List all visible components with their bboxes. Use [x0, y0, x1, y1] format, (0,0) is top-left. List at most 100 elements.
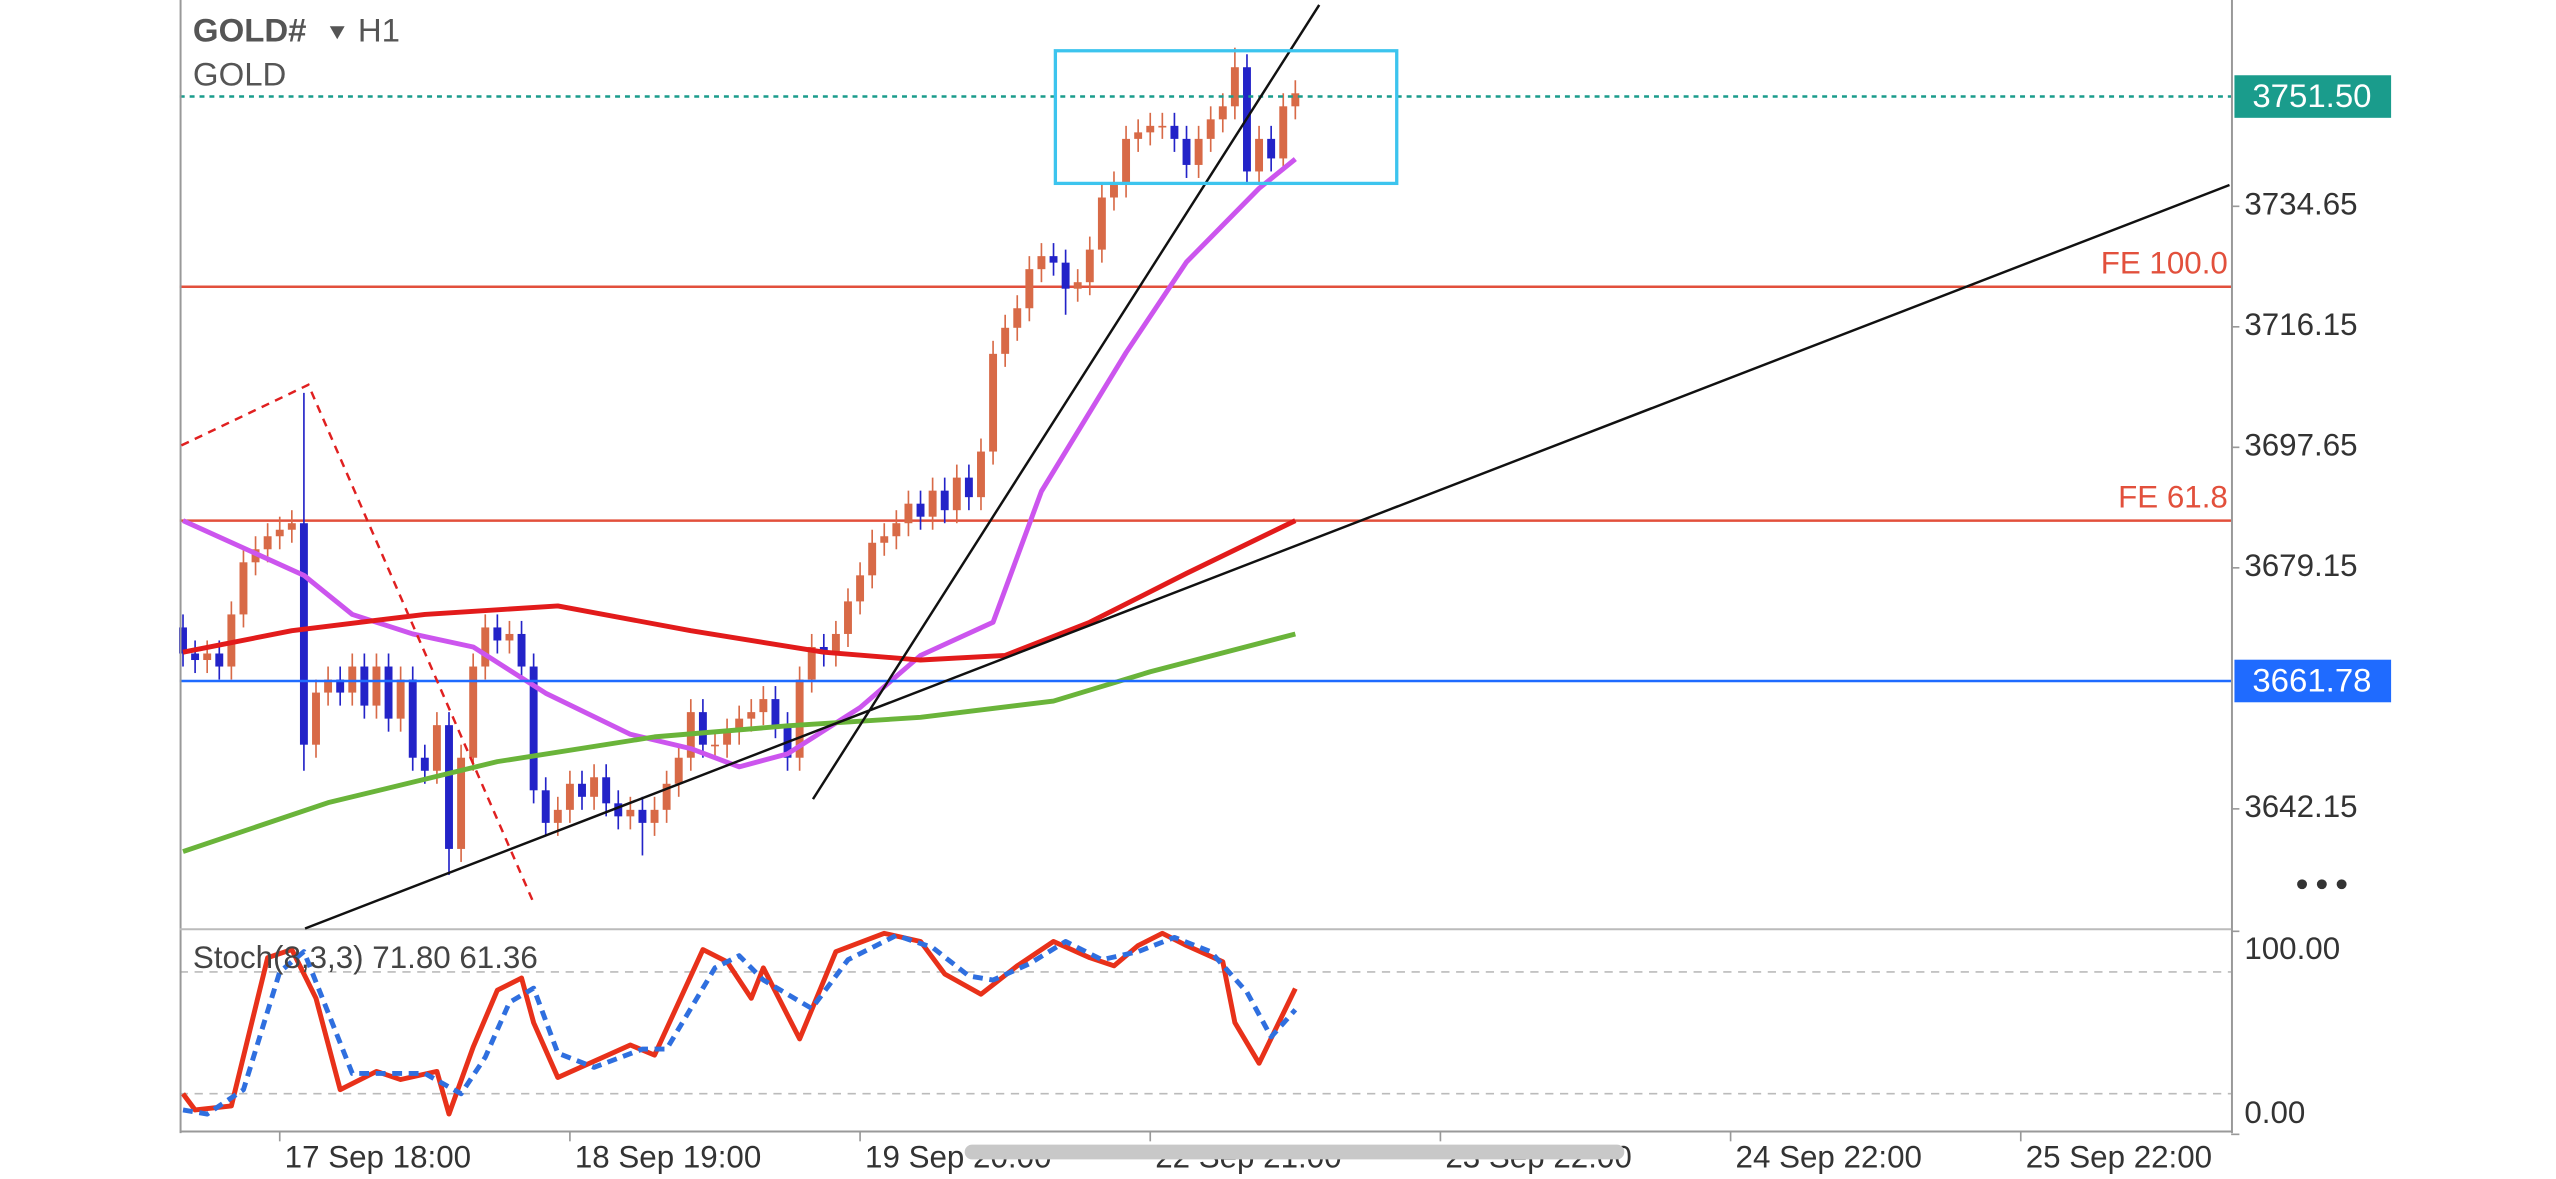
candle-body [1049, 256, 1058, 263]
candle-body [602, 777, 611, 804]
candle-body [1146, 125, 1155, 133]
candle-body [662, 783, 671, 810]
candle-body [565, 783, 574, 810]
candle-body [517, 633, 526, 667]
candle-body [904, 503, 913, 524]
candle-body [650, 809, 659, 823]
candle-body [940, 490, 949, 511]
candle-body [275, 529, 284, 537]
candle-body [1218, 106, 1227, 120]
candle-body [396, 679, 405, 719]
candle-body [541, 790, 550, 823]
candle-body [578, 783, 586, 797]
candle-body [324, 679, 333, 693]
candle-body [856, 575, 865, 602]
candle-body [723, 731, 732, 745]
candle-body [964, 477, 973, 498]
candle-body [771, 699, 780, 726]
candle-body [215, 653, 224, 667]
candle-body [287, 523, 296, 530]
candle-body [1013, 308, 1022, 328]
candle-body [711, 744, 719, 747]
candle-body [1267, 138, 1276, 159]
scrollbar[interactable] [964, 1144, 1625, 1160]
zigzag [180, 383, 534, 902]
candle-body [336, 679, 345, 693]
candle-body [203, 653, 212, 661]
y-tick-label: 100.00 [2244, 931, 2340, 966]
y-tick-label: 3697.65 [2244, 428, 2357, 463]
candle-body [1279, 106, 1288, 159]
candle-body [1230, 67, 1239, 107]
candle-body [469, 666, 478, 758]
candle-body [989, 353, 998, 452]
candle-body [553, 809, 562, 823]
candle-body [1206, 119, 1215, 139]
candle-body [831, 633, 840, 654]
candle-body [590, 777, 599, 797]
y-tick-label: 3734.65 [2244, 187, 2357, 222]
candle-body [372, 666, 381, 706]
candle-body [698, 712, 707, 745]
candle-body [191, 653, 200, 661]
indicator-title: Stoch(8,3,3) 71.80 61.36 [193, 940, 538, 975]
candle-body [952, 477, 961, 511]
more-menu[interactable] [2297, 879, 2347, 890]
candle-body [457, 757, 466, 849]
line [181, 157, 1297, 770]
candle-body [807, 646, 816, 680]
dot [2297, 879, 2307, 890]
candle-body [1097, 197, 1106, 250]
candle-body [977, 451, 985, 498]
dot [2316, 879, 2327, 890]
y-tick-label: 0.00 [2244, 1095, 2305, 1130]
candle-body [179, 627, 187, 654]
candle-body [880, 536, 889, 543]
candle-body [795, 679, 804, 758]
candle-body [844, 601, 852, 634]
candle-body [868, 542, 877, 576]
candle-body [1255, 138, 1264, 172]
candle-body [1110, 184, 1118, 198]
line [182, 518, 1297, 663]
candle-body [1158, 125, 1167, 128]
symbol: GOLD# [193, 12, 307, 49]
candle-body [747, 712, 756, 719]
dropdown-icon[interactable] [329, 26, 345, 40]
highlight-box [1053, 49, 1399, 186]
candle-body [916, 503, 925, 517]
x-tick-label: 18 Sep 19:00 [575, 1140, 761, 1175]
candle-body [892, 523, 901, 537]
candle-body [384, 666, 393, 719]
candle-body [1122, 138, 1131, 185]
price-tag [2234, 659, 2392, 703]
candle-body [1061, 262, 1070, 289]
candle-body [1001, 327, 1010, 354]
line [182, 932, 1298, 1117]
trendline [811, 4, 1321, 800]
y-tick-label: 3642.15 [2244, 789, 2357, 824]
candle-body [1291, 93, 1300, 107]
candle-body [493, 627, 502, 641]
candle-body [239, 562, 248, 615]
candle-body [1037, 256, 1046, 270]
candle-body [360, 666, 369, 706]
x-tick-label: 25 Sep 22:00 [2026, 1140, 2212, 1175]
candle-body [348, 666, 357, 693]
candle-body [420, 757, 429, 771]
y-tick-label: 3679.15 [2244, 548, 2357, 583]
candle-body [1134, 132, 1143, 139]
candle-body [1194, 138, 1203, 165]
candle-body [638, 809, 647, 823]
dot [2336, 879, 2347, 890]
candle-body [674, 757, 683, 784]
candle-body [759, 699, 768, 713]
candle-body [445, 725, 453, 849]
candle-body [626, 809, 635, 817]
plot: 3642.15 3679.15 3697.65 3716.15 3734.65 17 Se… [179, 47, 2392, 1175]
candle-body [529, 666, 538, 791]
candle-body [432, 725, 441, 771]
price-tag-label: 3751.50 [2252, 77, 2371, 114]
candle-body [481, 627, 490, 667]
